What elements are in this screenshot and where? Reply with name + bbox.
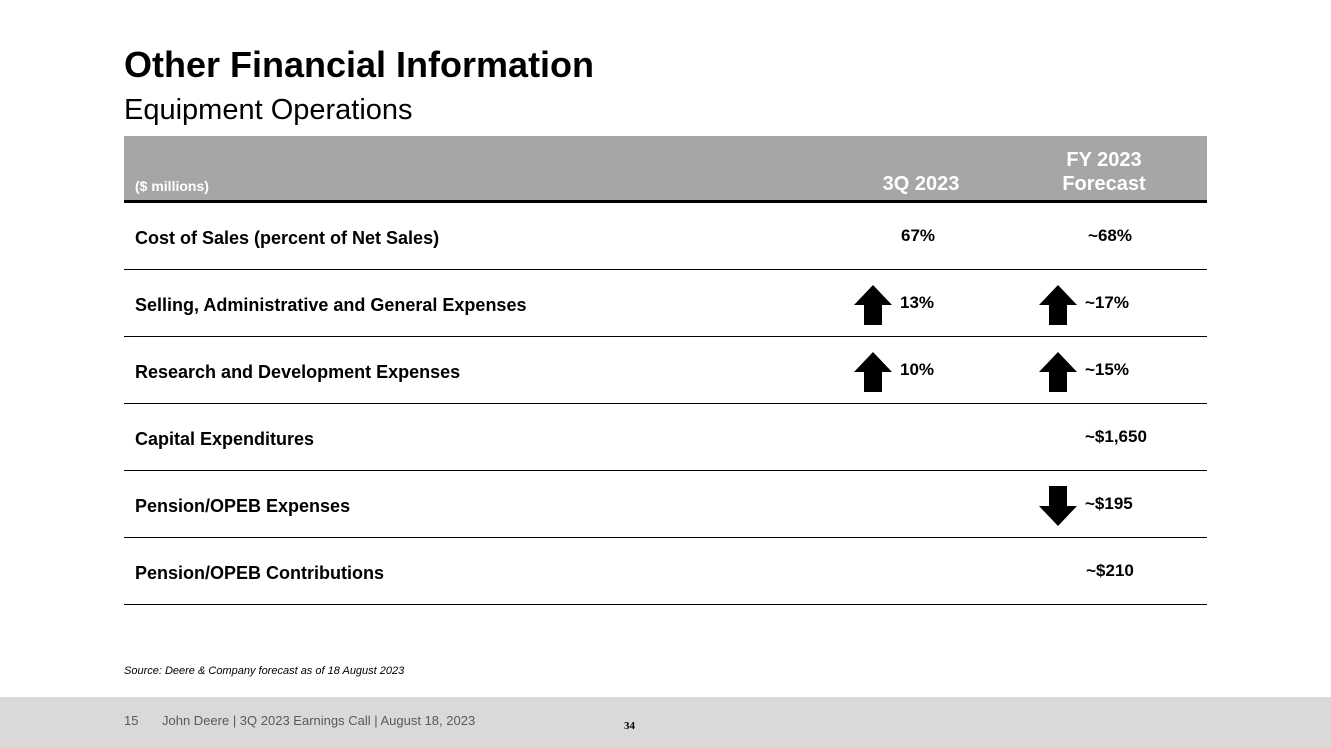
row-label: Capital Expenditures	[135, 429, 315, 449]
arrow-up-icon	[1039, 352, 1077, 392]
row-label: Cost of Sales (percent of Net Sales)	[135, 228, 440, 248]
footer-text: John Deere | 3Q 2023 Earnings Call | Aug…	[162, 713, 476, 728]
column-header-3q-2023: 3Q 2023	[882, 173, 960, 195]
slide-title: Other Financial Information	[124, 44, 595, 85]
arrow-up-icon	[854, 285, 892, 325]
footer: 15 John Deere | 3Q 2023 Earnings Call | …	[0, 697, 1331, 748]
fy-value: ~$210	[1086, 561, 1134, 580]
slide-number: 34	[624, 720, 635, 732]
row-label: Research and Development Expenses	[135, 362, 461, 382]
table-header: ($ millions) 3Q 2023 FY 2023 Forecast	[124, 136, 1207, 203]
source-note: Source: Deere & Company forecast as of 1…	[124, 665, 405, 677]
q3-value: 67%	[900, 226, 936, 245]
table-row: Research and Development Expenses 10% ~1…	[124, 337, 1207, 404]
column-header-fy-2023-forecast: FY 2023 Forecast	[1039, 148, 1169, 196]
fy-value: ~$1,650	[1085, 427, 1147, 446]
fy-value: ~17%	[1085, 293, 1129, 312]
column-header-line1: FY 2023	[1066, 149, 1142, 171]
table-row: Pension/OPEB Expenses ~$195	[124, 471, 1207, 538]
row-label: Pension/OPEB Contributions	[135, 563, 385, 583]
q3-value: 13%	[900, 293, 935, 312]
column-header-line2: Forecast	[1062, 173, 1146, 195]
financial-table: ($ millions) 3Q 2023 FY 2023 Forecast Co…	[124, 136, 1207, 605]
arrow-up-icon	[854, 352, 892, 392]
arrow-up-icon	[1039, 285, 1077, 325]
fy-value: ~68%	[1088, 226, 1132, 245]
fy-value: ~15%	[1085, 360, 1129, 379]
q3-value: 10%	[900, 360, 935, 379]
footer-page-number: 15	[124, 713, 139, 728]
row-label: Selling, Administrative and General Expe…	[135, 295, 527, 315]
slide-subtitle: Equipment Operations	[124, 94, 413, 126]
arrow-down-icon	[1039, 486, 1077, 526]
table-row: Capital Expenditures ~$1,650	[124, 404, 1207, 471]
table-row: Cost of Sales (percent of Net Sales) 67%…	[124, 203, 1207, 270]
fy-value: ~$195	[1085, 494, 1133, 513]
row-label: Pension/OPEB Expenses	[135, 496, 351, 516]
units-label: ($ millions)	[135, 178, 209, 194]
table-row: Selling, Administrative and General Expe…	[124, 270, 1207, 337]
table-row: Pension/OPEB Contributions ~$210	[124, 538, 1207, 605]
